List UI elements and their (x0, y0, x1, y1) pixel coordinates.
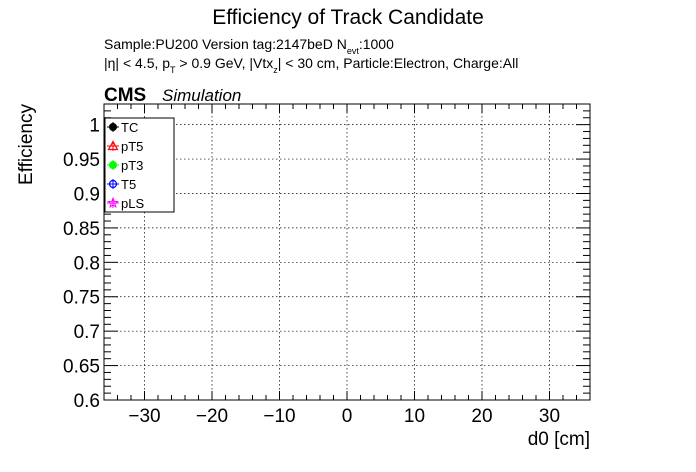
legend-label: pLS (121, 196, 144, 211)
x-tick-labels: −30 −20 −10 0 10 20 30 (128, 406, 560, 427)
legend-marker (109, 161, 117, 169)
y-tick-label: 0.75 (63, 288, 100, 309)
grid-lines (104, 104, 590, 401)
plot-frame (103, 103, 591, 401)
legend-marker (107, 140, 119, 151)
y-tick-label: 0.6 (74, 391, 100, 412)
legend-marker (107, 196, 119, 209)
legend-label: pT5 (121, 139, 143, 154)
legend-label: pT3 (121, 158, 143, 173)
legend-entry: pT5 (107, 139, 143, 154)
legend-entry: pLS (107, 196, 144, 211)
legend-entry: pT3 (107, 158, 143, 173)
x-tick-label: 0 (342, 406, 353, 427)
legend-marker (108, 179, 118, 189)
sample-info: Sample:PU200 Version tag:2147beD Nevt:10… (104, 36, 394, 56)
x-axis-title: d0 [cm] (528, 429, 590, 450)
x-tick-label: −30 (128, 406, 160, 427)
y-tick-label: 0.65 (63, 357, 100, 378)
x-tick-label: 10 (404, 406, 425, 427)
legend-label: TC (121, 120, 138, 135)
legend: TC pT5 pT3 T5 pLS (104, 117, 175, 213)
selection-cuts: |η| < 4.5, pT > 0.9 GeV, |Vtxz| < 30 cm,… (104, 55, 518, 75)
axis-ticks (103, 103, 591, 401)
y-tick-label: 0.7 (74, 322, 100, 343)
legend-label: T5 (121, 177, 136, 192)
x-tick-label: 20 (471, 406, 492, 427)
simulation-label: Simulation (162, 86, 241, 105)
y-tick-label: 0.95 (63, 150, 100, 171)
x-tick-label: −20 (196, 406, 228, 427)
x-tick-label: 30 (539, 406, 560, 427)
chart-title: Efficiency of Track Candidate (212, 6, 484, 29)
y-tick-labels: 0.6 0.65 0.7 0.75 0.8 0.85 0.9 0.95 1 (63, 116, 100, 412)
y-tick-label: 0.85 (63, 219, 100, 240)
y-tick-label: 1 (89, 116, 100, 137)
cms-label: CMS (104, 85, 146, 106)
y-axis-title: Efficiency (16, 104, 37, 185)
y-tick-label: 0.8 (74, 253, 100, 274)
legend-entry: T5 (107, 177, 136, 192)
legend-marker (109, 123, 117, 131)
x-tick-label: −10 (263, 406, 295, 427)
legend-entry: TC (107, 120, 138, 135)
y-tick-label: 0.9 (74, 184, 100, 205)
